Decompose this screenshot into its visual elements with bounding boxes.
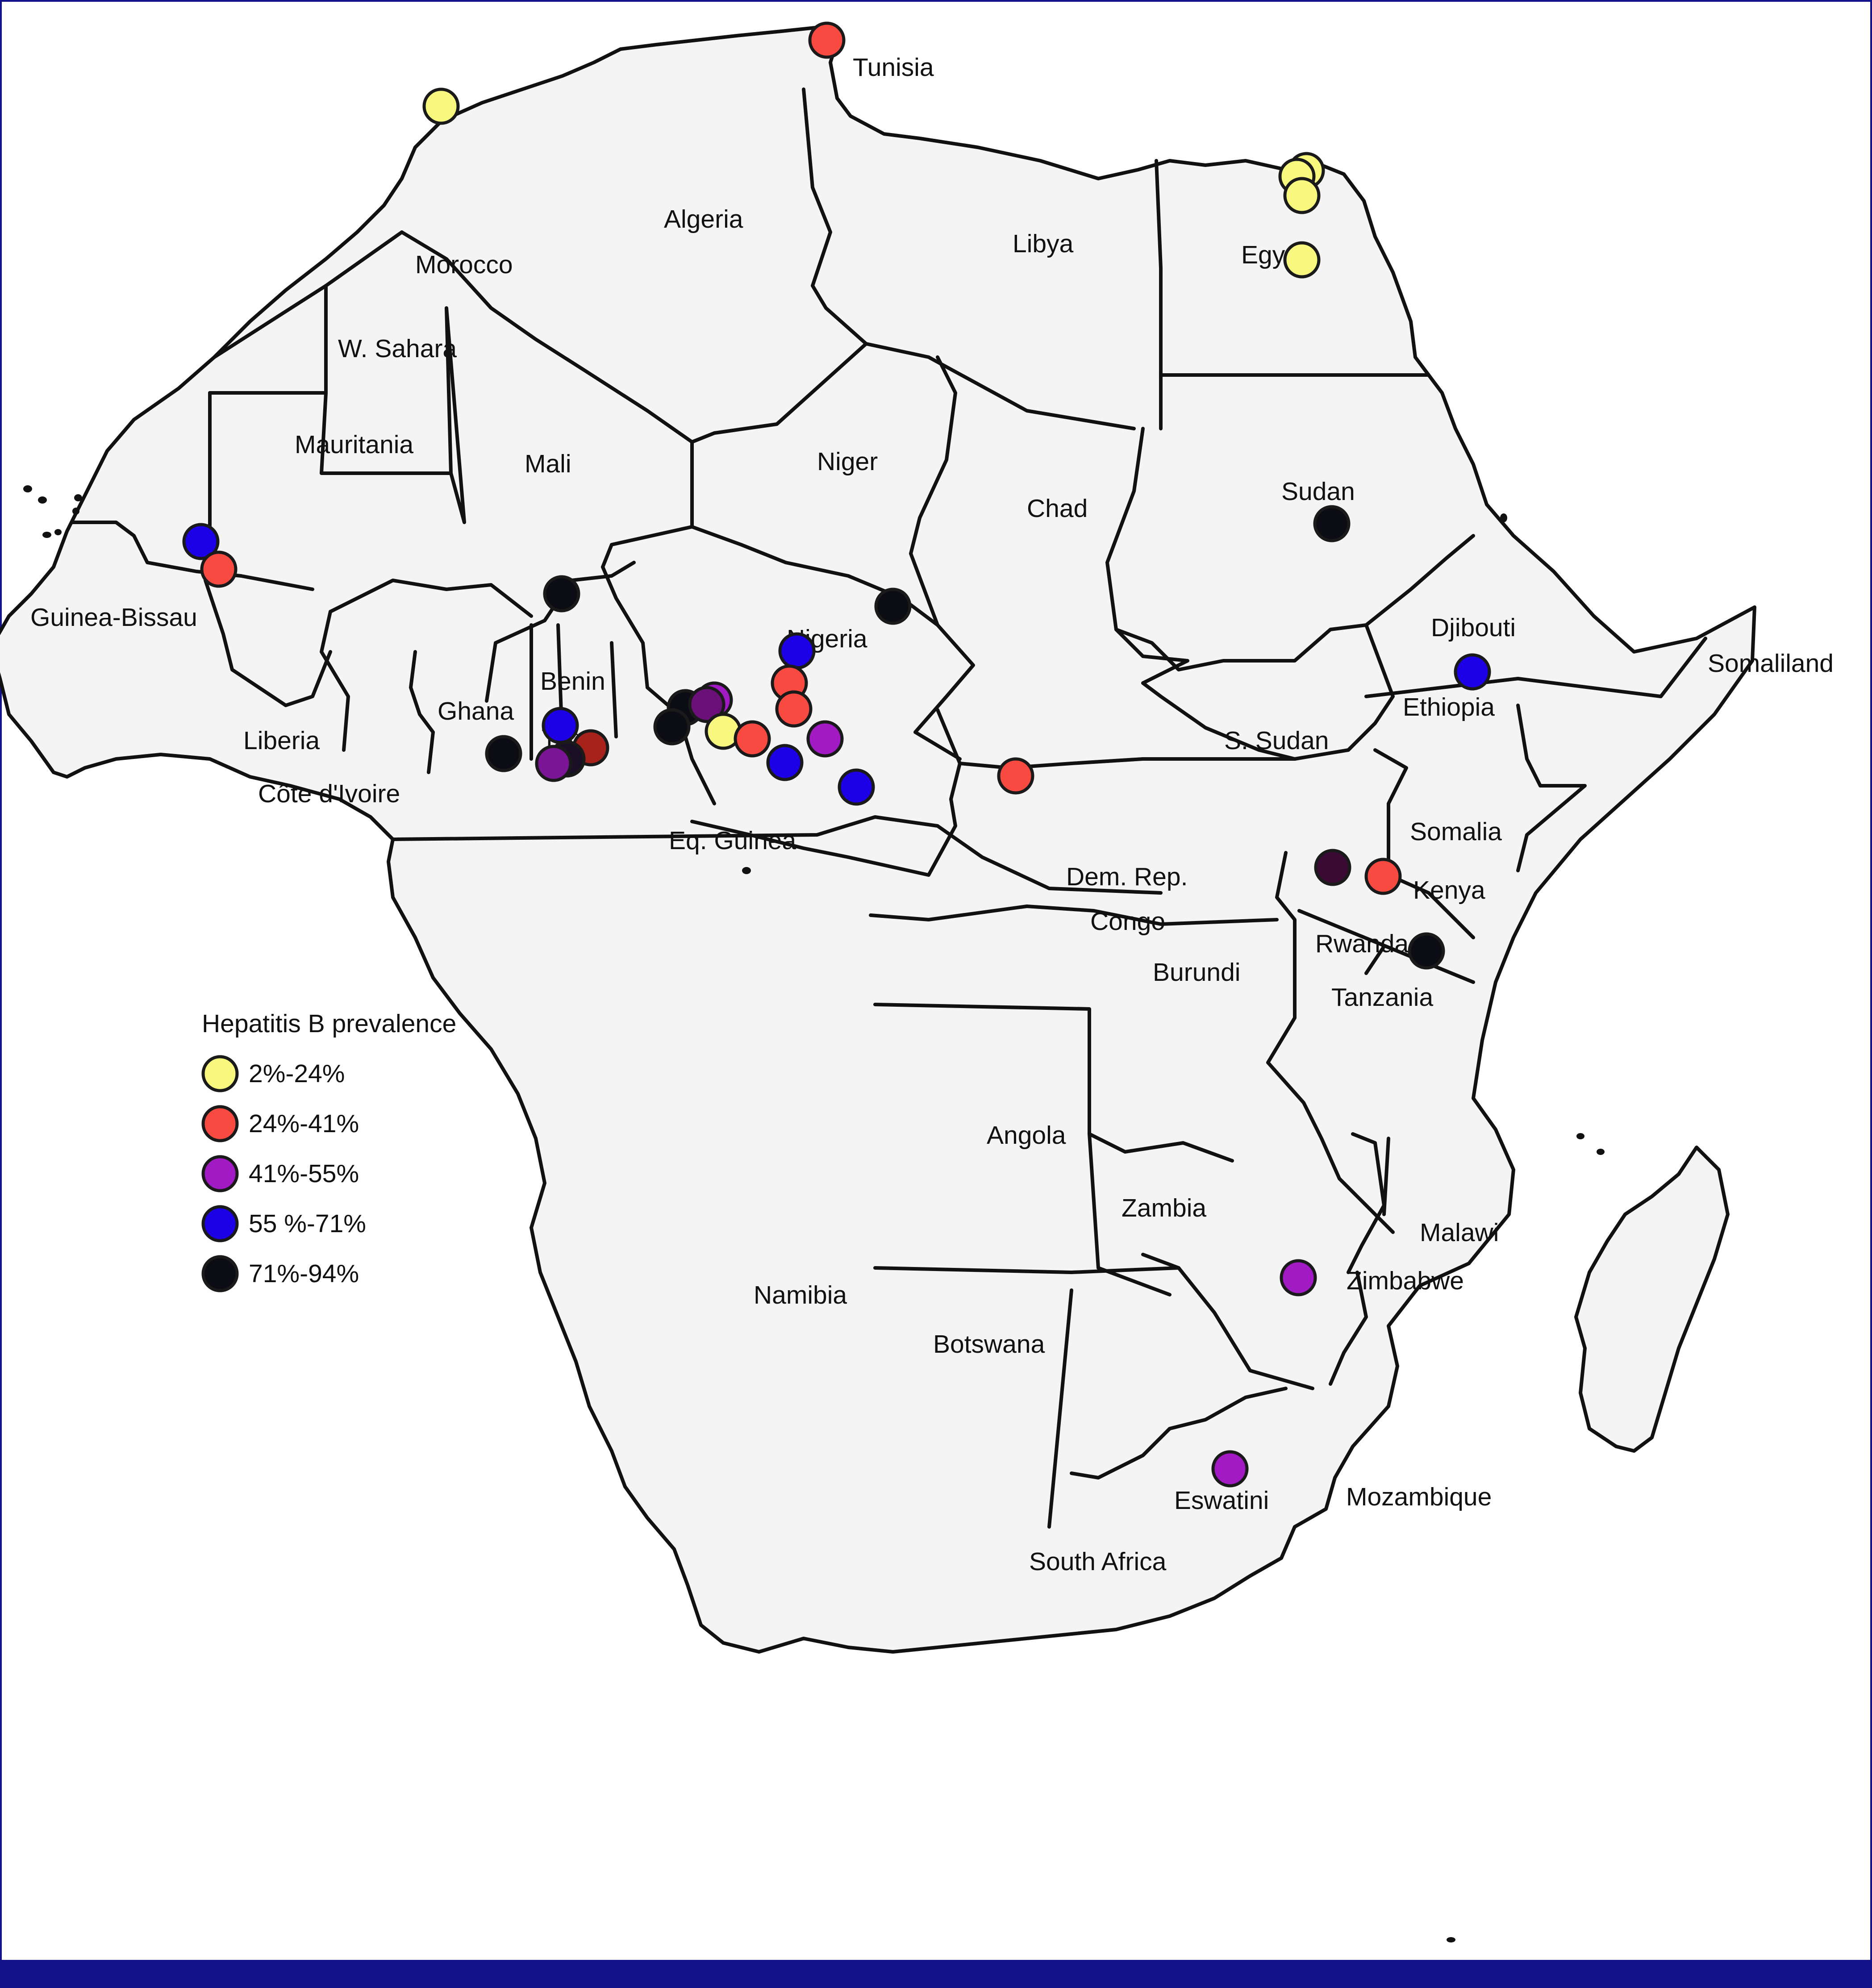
point-gambia [200,550,238,588]
legend-label: 2%-24% [249,1059,345,1088]
label-zimbabwe: Zimbabwe [1347,1267,1464,1295]
point-egypt-3 [1283,177,1321,214]
label-mauritania: Mauritania [295,430,413,459]
point-nigeria-ne [874,588,912,625]
legend-item: 55 %-71% [201,1205,366,1242]
label-s-sudan: S. Sudan [1224,726,1329,755]
label-djibouti: Djibouti [1431,613,1516,642]
legend-item: 24%-41% [201,1105,359,1142]
label-zambia: Zambia [1122,1194,1206,1222]
legend-label: 24%-41% [249,1109,359,1138]
label-libya: Libya [1013,229,1074,258]
legend-swatch [201,1255,239,1292]
label-tanzania: Tanzania [1331,983,1433,1012]
legend-swatch [201,1205,239,1242]
label-cote-divoire: Côte d'Ivoire [258,779,400,808]
label-ethiopia: Ethiopia [1403,693,1495,721]
point-tunisia [808,21,846,59]
point-car [997,757,1034,795]
label-drc-line1: Dem. Rep. [1066,863,1188,891]
legend-title: Hepatitis B prevalence [202,1009,456,1038]
label-somalia: Somalia [1410,817,1502,846]
legend-swatch [201,1155,239,1192]
point-south-africa [1211,1450,1249,1488]
point-nigeria-purple-2 [688,686,725,723]
point-cameroon [838,768,875,806]
label-eswatini: Eswatini [1174,1486,1269,1515]
legend-item: 2%-24% [201,1055,345,1092]
label-south-africa: South Africa [1029,1547,1167,1576]
label-eq-guinea: Eq. Guinea [669,826,796,855]
label-morocco: Morocco [415,250,513,279]
legend-label: 71%-94% [249,1259,359,1288]
point-tanzania [1408,932,1445,970]
label-w-sahara: W. Sahara [338,334,457,363]
point-ghana [485,735,522,772]
small-islands [23,485,1605,1942]
label-botswana: Botswana [933,1330,1045,1359]
label-burundi: Burundi [1153,958,1240,987]
legend-item: 41%-55% [201,1155,359,1192]
label-somaliland: Somaliland [1708,649,1834,678]
point-sudan [1313,505,1351,542]
label-algeria: Algeria [664,205,743,233]
country-borders [70,88,1707,1529]
point-morocco [422,88,460,125]
legend-label: 41%-55% [249,1159,359,1188]
label-rwanda: Rwanda [1315,929,1409,958]
point-ethiopia [1454,653,1491,691]
point-zimbabwe [1280,1259,1317,1296]
point-nigeria-blue-1 [778,632,816,670]
madagascar-island [1574,1146,1730,1453]
label-kenya: Kenya [1413,876,1485,904]
label-namibia: Namibia [754,1281,847,1309]
legend-swatch [201,1055,239,1092]
legend-label: 55 %-71% [249,1209,366,1238]
label-mozambique: Mozambique [1346,1483,1492,1511]
label-sudan: Sudan [1281,477,1355,506]
legend: Hepatitis B prevalence 2%-24% 24%-41% 41… [201,1009,456,1292]
point-nigeria-red-2 [775,690,813,728]
footer-bar [0,1960,1872,1988]
point-kenya [1364,858,1402,895]
point-nigeria-black-2 [653,708,691,746]
point-uganda [1314,849,1351,886]
label-guinea-bissau: Guinea-Bissau [30,603,197,632]
point-nigeria-red-3 [734,720,771,758]
legend-swatch [201,1105,239,1142]
point-togo-purple [535,745,572,782]
point-burkina-faso [543,575,580,613]
point-nigeria-blue-2 [766,744,804,781]
point-egypt-4 [1283,241,1321,279]
country-labels: Tunisia Algeria Morocco Libya Egypt W. S… [30,53,1834,1576]
label-angola: Angola [987,1121,1066,1150]
prevalence-points [182,21,1491,1488]
label-ghana: Ghana [438,697,514,725]
label-malawi: Malawi [1420,1218,1499,1247]
label-benin: Benin [540,667,605,696]
point-togo-blue [542,707,579,744]
legend-item: 71%-94% [201,1255,359,1292]
point-senegal [182,523,220,560]
label-niger: Niger [817,447,878,476]
label-drc-line2: Congo [1090,907,1165,936]
label-tunisia: Tunisia [853,53,934,82]
label-chad: Chad [1027,494,1088,523]
point-nigeria-purple-3 [806,720,844,758]
label-mali: Mali [525,450,571,478]
label-liberia: Liberia [243,726,320,755]
